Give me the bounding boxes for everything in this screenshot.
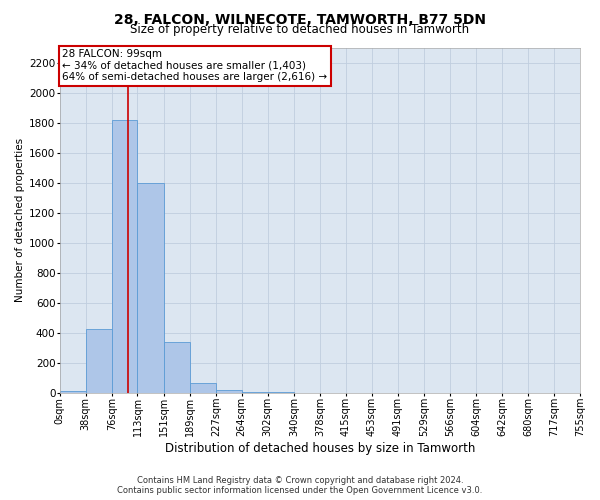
Bar: [86, 329, 112, 393]
Text: 28 FALCON: 99sqm
← 34% of detached houses are smaller (1,403)
64% of semi-detach: 28 FALCON: 99sqm ← 34% of detached house…: [62, 49, 328, 82]
Text: Contains HM Land Registry data © Crown copyright and database right 2024.
Contai: Contains HM Land Registry data © Crown c…: [118, 476, 482, 495]
Bar: [242, 392, 268, 393]
X-axis label: Distribution of detached houses by size in Tamworth: Distribution of detached houses by size …: [164, 442, 475, 455]
Bar: [59, 392, 86, 393]
Bar: [164, 342, 190, 393]
Y-axis label: Number of detached properties: Number of detached properties: [15, 138, 25, 302]
Bar: [112, 120, 137, 393]
Bar: [190, 383, 216, 393]
Text: Size of property relative to detached houses in Tamworth: Size of property relative to detached ho…: [130, 22, 470, 36]
Text: 28, FALCON, WILNECOTE, TAMWORTH, B77 5DN: 28, FALCON, WILNECOTE, TAMWORTH, B77 5DN: [114, 12, 486, 26]
Bar: [137, 182, 164, 393]
Bar: [216, 390, 242, 393]
